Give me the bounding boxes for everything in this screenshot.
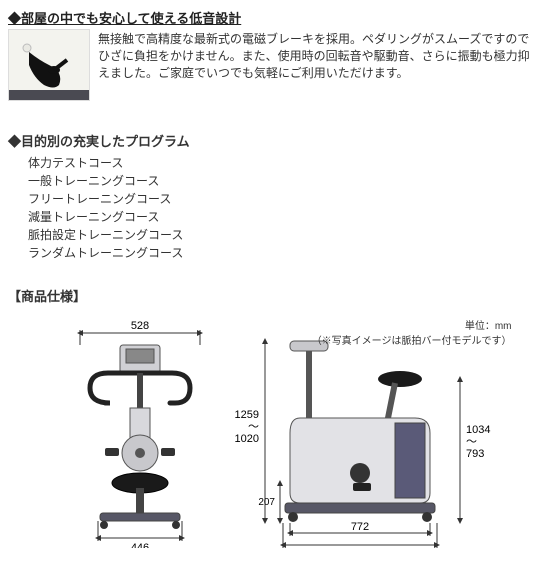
program-item: 脈拍設定トレーニングコース xyxy=(28,226,541,244)
dim-446: 446 xyxy=(130,542,148,548)
program-item: 減量トレーニングコース xyxy=(28,208,541,226)
program-item: 体力テストコース xyxy=(28,154,541,172)
section-quiet-design: ◆部屋の中でも安心して使える低音設計 無接触で高精度な最新式の電磁ブレーキを採用… xyxy=(8,8,541,101)
dim-528: 528 xyxy=(130,320,148,332)
unit-label: 単位：mm xyxy=(465,321,512,332)
dim-772: 772 xyxy=(350,521,368,533)
dim-207: 207 xyxy=(258,497,275,508)
quiet-design-desc: 無接触で高精度な最新式の電磁ブレーキを採用。ペダリングがスムーズですのでひざに負… xyxy=(98,29,541,81)
section-programs: ◆目的別の充実したプログラム 体力テストコース 一般トレーニングコース フリート… xyxy=(8,131,541,262)
brake-image xyxy=(8,29,90,101)
program-item: 一般トレーニングコース xyxy=(28,172,541,190)
spec-diagram: 単位：mm （※写真イメージは脈拍バー付モデルです） 528 xyxy=(20,313,530,548)
spec-title: 【商品仕様】 xyxy=(8,286,541,305)
program-item: フリートレーニングコース xyxy=(28,190,541,208)
program-list: 体力テストコース 一般トレーニングコース フリートレーニングコース 減量トレーニ… xyxy=(8,154,541,262)
quiet-design-title: ◆部屋の中でも安心して使える低音設計 xyxy=(8,8,541,27)
section-spec: 【商品仕様】 単位：mm （※写真イメージは脈拍バー付モデルです） 528 xyxy=(8,286,541,548)
programs-title: ◆目的別の充実したプログラム xyxy=(8,131,541,150)
dim-height-seat: 1034〜793 xyxy=(466,424,490,460)
program-item: ランダムトレーニングコース xyxy=(28,244,541,262)
photo-note: （※写真イメージは脈拍バー付モデルです） xyxy=(312,336,512,347)
dim-881: 881 xyxy=(350,547,368,548)
dim-height-tall: 1259〜1020 xyxy=(234,409,258,445)
